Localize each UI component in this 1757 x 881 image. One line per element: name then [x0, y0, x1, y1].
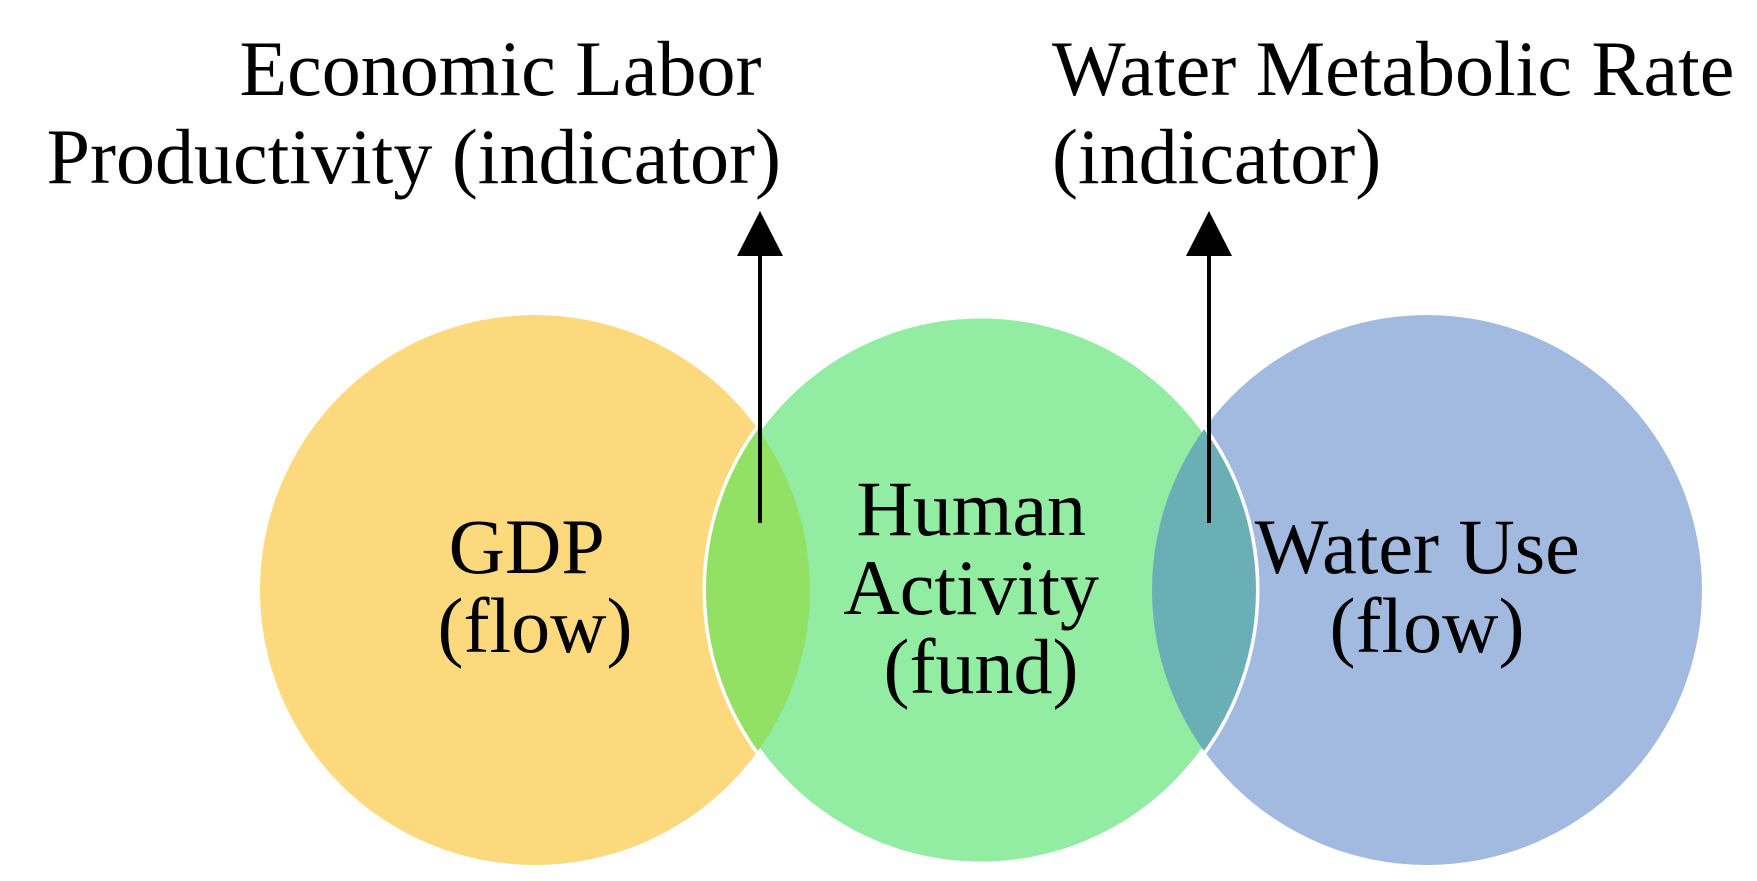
water-use-label-line2: (flow) — [1330, 582, 1525, 669]
arrow-head — [737, 211, 783, 256]
water-metabolic-rate-line2: (indicator) — [1052, 113, 1381, 200]
economic-labor-productivity-label: Economic Labor Productivity (indicator) — [47, 25, 781, 200]
human-activity-label-line2: Activity — [843, 544, 1099, 631]
water-metabolic-rate-arrow — [1186, 211, 1232, 523]
gdp-circle — [260, 315, 810, 865]
gdp-label-line1: GDP — [449, 503, 603, 590]
human-activity-label-line3: (fund) — [884, 623, 1079, 710]
economic-labor-productivity-line1: Economic Labor — [240, 25, 762, 112]
gdp-label-line2: (flow) — [438, 582, 633, 669]
water-use-label-line1: Water Use — [1255, 503, 1580, 590]
human-activity-label: Human Activity (fund) — [843, 465, 1118, 710]
human-activity-label-line1: Human — [856, 465, 1086, 552]
water-use-label: Water Use (flow) — [1255, 503, 1600, 669]
water-metabolic-rate-label: Water Metabolic Rate (indicator) — [1052, 25, 1754, 200]
economic-labor-productivity-line2: Productivity (indicator) — [47, 113, 781, 200]
economic-labor-productivity-arrow — [737, 211, 783, 523]
gdp-label: GDP (flow) — [438, 503, 633, 669]
water-metabolic-rate-line1: Water Metabolic Rate — [1052, 25, 1734, 112]
arrow-head — [1186, 211, 1232, 256]
water-use-circle — [1152, 315, 1702, 865]
